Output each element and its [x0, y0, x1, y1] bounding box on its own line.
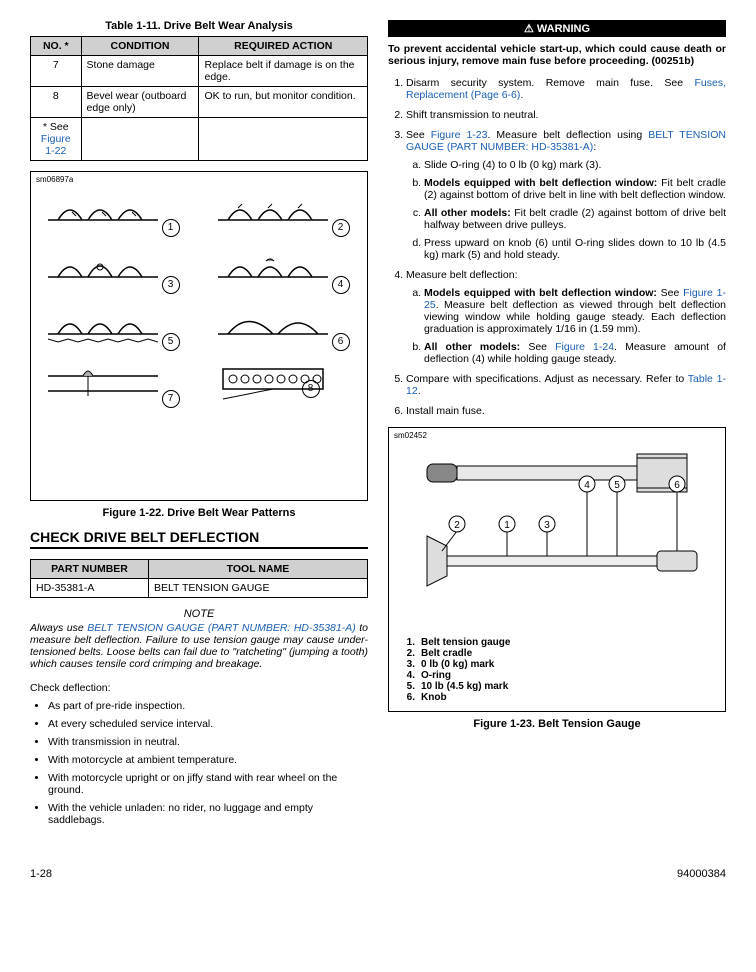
step-3: See Figure 1-23. Measure belt deflection… — [406, 129, 726, 261]
belt-pattern-2: 2 — [209, 190, 359, 237]
list-item: With motorcycle upright or on jiffy stan… — [48, 772, 368, 796]
figure-1-23-box: sm02452 1 2 — [388, 427, 726, 712]
warning-text: To prevent accidental vehicle start-up, … — [388, 43, 726, 67]
belt-pattern-1: 1 — [39, 190, 189, 237]
figure-1-23-caption: Figure 1-23. Belt Tension Gauge — [388, 718, 726, 730]
step-3a: Slide O-ring (4) to 0 lb (0 kg) mark (3)… — [424, 159, 726, 171]
step-3b: Models equipped with belt deflection win… — [424, 177, 726, 201]
note-text: Always use BELT TENSION GAUGE (PART NUMB… — [30, 622, 368, 670]
step-4b: All other models: See Figure 1-24. Measu… — [424, 341, 726, 365]
step-4a: Models equipped with belt deflection win… — [424, 287, 726, 335]
th-condition: CONDITION — [81, 37, 199, 56]
note-label: NOTE — [30, 608, 368, 620]
table-1-11-caption: Table 1-11. Drive Belt Wear Analysis — [30, 20, 368, 32]
check-deflection-list: As part of pre-ride inspection. At every… — [48, 700, 368, 826]
figure-1-22-link[interactable]: Figure 1-22 — [41, 133, 71, 157]
belt-pattern-6: 6 — [209, 304, 359, 351]
belt-pattern-3: 3 — [39, 247, 189, 294]
list-item: As part of pre-ride inspection. — [48, 700, 368, 712]
belt-tension-gauge-diagram: 1 2 3 4 5 6 — [397, 436, 717, 626]
warning-bar: ⚠ WARNING — [388, 20, 726, 37]
table-row: 8 Bevel wear (outboard edge only) OK to … — [31, 87, 368, 118]
list-item: With transmission in neutral. — [48, 736, 368, 748]
list-item: With motorcycle at ambient temperature. — [48, 754, 368, 766]
belt-pattern-5: 5 — [39, 304, 189, 351]
th-action: REQUIRED ACTION — [199, 37, 368, 56]
figure-1-22-box: sm06897a 1 2 3 4 — [30, 171, 368, 501]
svg-text:1: 1 — [504, 520, 510, 531]
step-3d: Press upward on knob (6) until O-ring sl… — [424, 237, 726, 261]
belt-pattern-8: 8 — [209, 361, 359, 408]
belt-tension-gauge-link[interactable]: BELT TENSION GAUGE (PART NUMBER: HD-3538… — [87, 622, 355, 634]
belt-pattern-4: 4 — [209, 247, 359, 294]
fig-id: sm06897a — [36, 175, 73, 184]
page-footer: 1-28 94000384 — [30, 868, 726, 880]
table-row: HD-35381-A BELT TENSION GAUGE — [31, 579, 368, 598]
step-4: Measure belt deflection: Models equipped… — [406, 269, 726, 365]
th-no: NO. * — [31, 37, 82, 56]
figure-1-22-caption: Figure 1-22. Drive Belt Wear Patterns — [30, 507, 368, 519]
list-item: At every scheduled service interval. — [48, 718, 368, 730]
page-number: 1-28 — [30, 868, 52, 880]
doc-number: 94000384 — [677, 868, 726, 880]
svg-text:6: 6 — [674, 480, 680, 491]
belt-pattern-7: 7 — [39, 361, 189, 408]
step-3c: All other models: Fit belt cradle (2) ag… — [424, 207, 726, 231]
check-deflection-label: Check deflection: — [30, 682, 368, 694]
figure-1-24-link[interactable]: Figure 1-24 — [555, 341, 614, 353]
step-2: Shift transmission to neutral. — [406, 109, 726, 121]
section-check-deflection: CHECK DRIVE BELT DEFLECTION — [30, 529, 368, 549]
fig-id-2: sm02452 — [394, 431, 427, 440]
procedure-steps: Disarm security system. Remove main fuse… — [406, 77, 726, 417]
table-row: 7 Stone damage Replace belt if damage is… — [31, 56, 368, 87]
tool-table: PART NUMBER TOOL NAME HD-35381-A BELT TE… — [30, 559, 368, 598]
svg-text:4: 4 — [584, 480, 590, 491]
svg-text:5: 5 — [614, 480, 620, 491]
svg-text:2: 2 — [454, 520, 460, 531]
list-item: With the vehicle unladen: no rider, no l… — [48, 802, 368, 826]
wear-analysis-table: NO. * CONDITION REQUIRED ACTION 7 Stone … — [30, 36, 368, 161]
step-1: Disarm security system. Remove main fuse… — [406, 77, 726, 101]
figure-1-23-link[interactable]: Figure 1-23 — [431, 129, 488, 141]
step-5: Compare with specifications. Adjust as n… — [406, 373, 726, 397]
svg-text:3: 3 — [544, 520, 550, 531]
step-6: Install main fuse. — [406, 405, 726, 417]
figure-legend: 1.Belt tension gauge 2.Belt cradle 3.0 l… — [397, 637, 717, 703]
table-footnote-row: * See Figure 1-22 — [31, 118, 368, 161]
